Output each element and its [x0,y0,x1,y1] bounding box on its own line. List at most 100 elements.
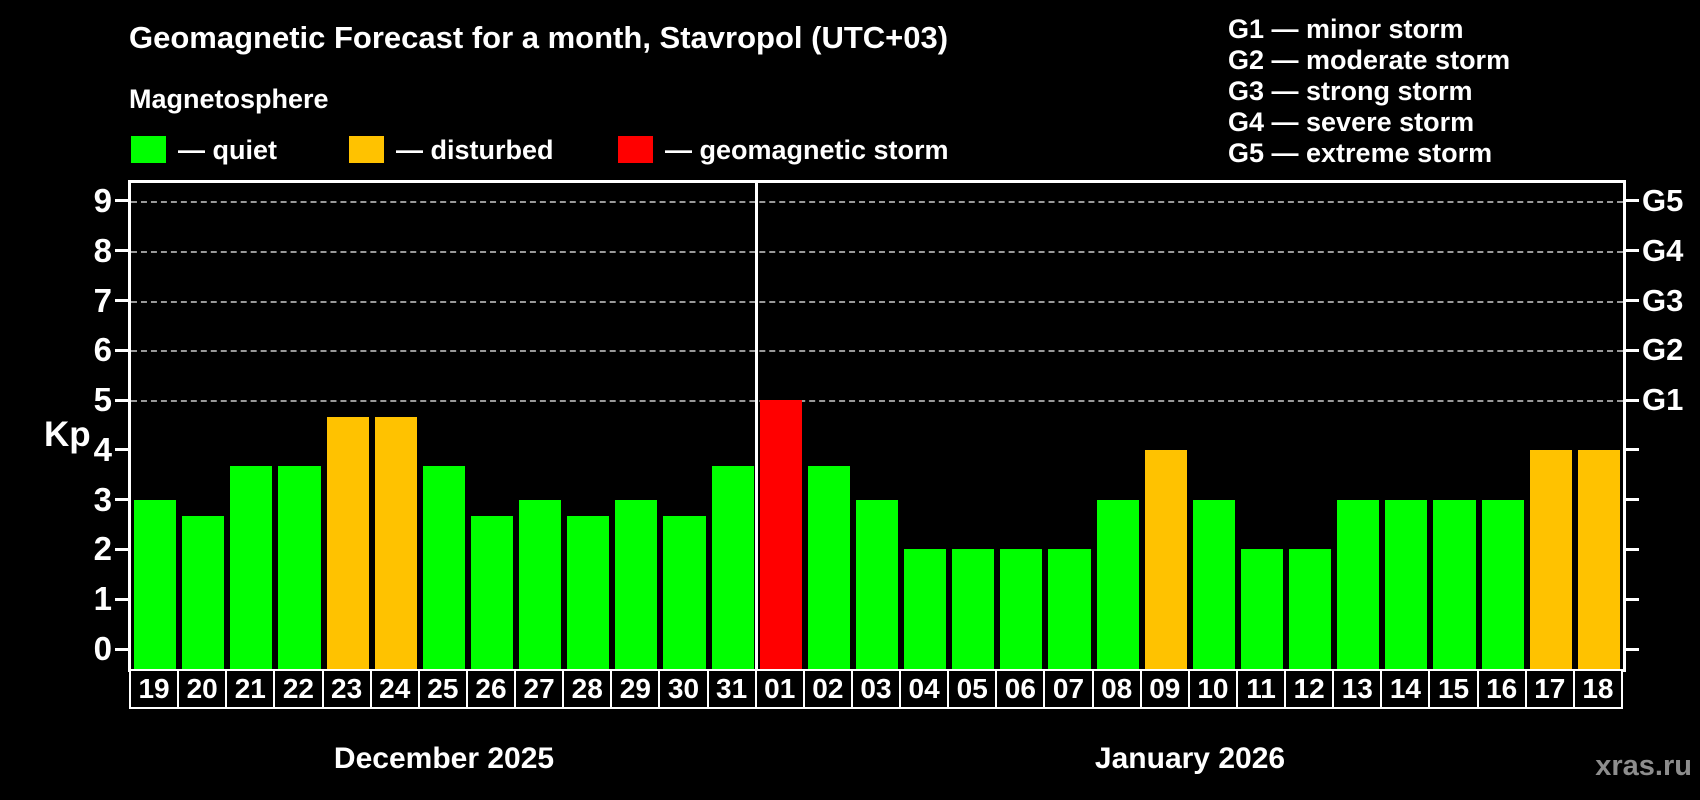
kp-bar-dec-31 [711,466,754,669]
day-label-dec-26: 26 [465,669,517,709]
kp-bar-jan-02 [807,466,850,669]
y-tick-label-1: 1 [93,580,112,618]
day-label-jan-12: 12 [1284,669,1335,709]
kp-bar-jan-12 [1289,549,1332,669]
legend-swatch-storm [618,136,653,163]
kp-bar-dec-20 [182,516,225,669]
kp-bar-dec-27 [519,499,562,669]
month-divider [755,183,759,669]
g-level-label-G1: G1 [1642,382,1684,418]
day-label-jan-04: 04 [899,669,950,709]
day-label-dec-29: 29 [610,669,661,709]
g-legend-line-1: G1 — minor storm [1228,14,1464,44]
g-legend-line-2: G2 — moderate storm [1228,45,1511,75]
day-label-jan-06: 06 [995,669,1046,709]
y-tick-left-3 [115,498,128,502]
gridline-kp9 [131,200,1623,203]
kp-bar-jan-06 [1000,549,1043,669]
kp-bar-jan-11 [1240,549,1284,669]
kp-bar-dec-30 [663,516,706,669]
day-label-dec-30: 30 [658,669,709,709]
y-tick-right-6 [1626,348,1639,352]
g-legend-line-4: G4 — severe storm [1228,107,1475,137]
g-legend-line-3: G3 — strong storm [1228,76,1473,106]
g-level-label-G3: G3 [1642,282,1684,318]
y-tick-left-4 [115,448,128,452]
day-label-jan-05: 05 [947,669,998,709]
kp-bar-jan-14 [1385,499,1428,669]
legend-swatch-disturbed [349,136,384,163]
kp-bar-jan-13 [1337,499,1380,669]
day-label-dec-31: 31 [706,669,757,709]
y-tick-right-9 [1626,199,1639,203]
day-label-dec-22: 22 [273,669,324,709]
gridline-kp8 [131,250,1623,253]
day-label-jan-13: 13 [1332,669,1383,709]
day-label-jan-07: 07 [1043,669,1094,709]
site-watermark-link[interactable]: xras.ru [1595,750,1692,782]
legend-label-disturbed: — disturbed [396,135,554,165]
chart-title: Geomagnetic Forecast for a month, Stavro… [129,20,949,55]
kp-bar-dec-24 [374,416,417,669]
month-caption-december: December 2025 [333,742,555,775]
y-tick-right-3 [1626,498,1639,502]
y-tick-right-4 [1626,448,1639,452]
y-axis-title: Kp [44,415,91,454]
legend-label-quiet: — quiet [178,135,277,165]
kp-bar-dec-23 [326,416,369,669]
day-label-dec-24: 24 [369,669,420,709]
day-label-dec-25: 25 [417,669,468,709]
kp-bar-jan-07 [1048,549,1091,669]
day-label-jan-18: 18 [1572,669,1623,709]
y-tick-left-9 [115,199,128,203]
y-tick-left-8 [115,249,128,253]
plot-area [128,180,1626,672]
kp-bar-jan-10 [1192,499,1235,669]
y-tick-right-5 [1626,398,1639,402]
day-label-dec-20: 20 [177,669,228,709]
y-tick-left-6 [115,348,128,352]
y-tick-label-3: 3 [93,480,112,518]
day-label-jan-09: 09 [1139,669,1190,709]
y-tick-label-2: 2 [93,530,112,568]
day-label-jan-16: 16 [1476,669,1527,709]
y-tick-right-8 [1626,249,1639,253]
kp-bar-dec-29 [615,499,658,669]
legend-swatch-quiet [131,136,166,163]
day-label-jan-17: 17 [1524,669,1575,709]
chart-subtitle: Magnetosphere [129,84,329,114]
y-tick-left-7 [115,299,128,303]
kp-bar-jan-03 [855,499,899,669]
gridline-kp6 [131,350,1623,353]
y-tick-label-0: 0 [93,630,112,667]
day-label-jan-15: 15 [1428,669,1479,709]
kp-bar-jan-16 [1481,499,1524,669]
y-tick-right-7 [1626,299,1639,303]
y-tick-label-6: 6 [93,331,112,369]
kp-bar-jan-05 [952,549,995,669]
y-tick-right-1 [1626,597,1639,601]
day-label-dec-21: 21 [225,669,276,709]
kp-bar-dec-22 [278,466,321,669]
day-label-jan-11: 11 [1235,669,1287,709]
y-tick-right-2 [1626,547,1639,551]
g-level-label-G5: G5 [1642,182,1684,218]
kp-bar-jan-15 [1433,499,1476,669]
day-label-jan-08: 08 [1091,669,1142,709]
g-legend-line-5: G5 — extreme storm [1228,138,1493,168]
g-level-label-G2: G2 [1642,332,1684,368]
kp-bar-jan-01 [759,400,802,669]
day-label-jan-10: 10 [1187,669,1238,709]
y-tick-label-5: 5 [93,381,112,419]
legend-label-storm: — geomagnetic storm [665,135,949,165]
day-label-dec-19: 19 [129,669,180,709]
day-label-jan-02: 02 [802,669,853,709]
y-tick-left-1 [115,597,128,601]
kp-bar-dec-19 [134,499,177,669]
gridline-kp5 [131,400,1623,403]
g-level-label-G4: G4 [1642,232,1684,268]
kp-bar-dec-28 [567,516,610,669]
y-tick-left-0 [115,647,128,651]
day-label-jan-01: 01 [754,669,805,709]
